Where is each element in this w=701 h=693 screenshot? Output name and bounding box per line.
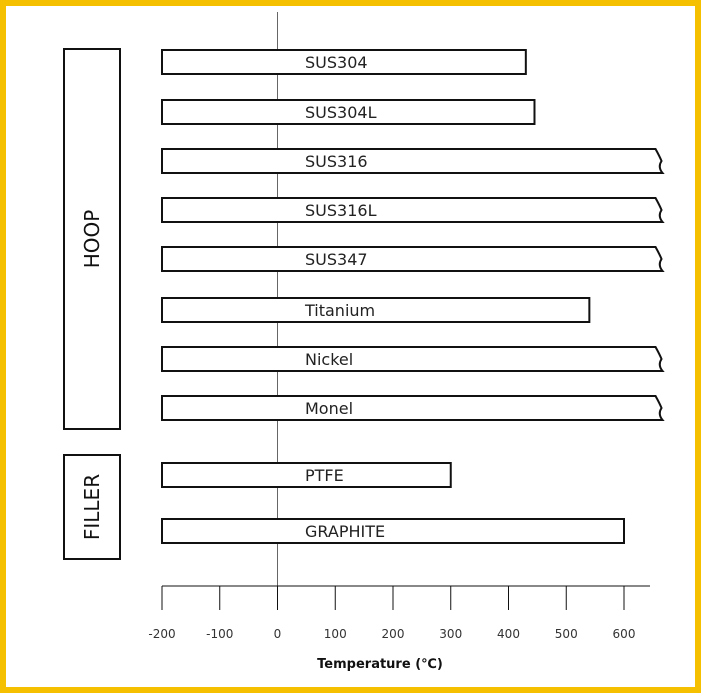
bar-label-sus316: SUS316 [305, 152, 368, 171]
bar-label-sus304: SUS304 [305, 53, 368, 72]
bar-label-titanium: Titanium [304, 301, 375, 320]
x-tick-label: 600 [613, 627, 636, 641]
group-box-hoop [63, 48, 121, 430]
group-boxes: HOOP FILLER [63, 48, 121, 560]
group-label-filler: FILLER [80, 474, 104, 540]
bar-sus304 [161, 49, 527, 75]
bar-graphite [161, 518, 625, 544]
bar-label-monel: Monel [305, 399, 353, 418]
bar-sus316l [161, 197, 665, 223]
bar-label-ptfe: PTFE [305, 466, 344, 485]
bars: SUS304 SUS304L SUS316 SUS316L SUS347 Titanium… [161, 49, 665, 544]
bar-label-graphite: GRAPHITE [305, 522, 385, 541]
x-tick-label: 500 [555, 627, 578, 641]
group-label-hoop: HOOP [80, 210, 104, 269]
bar-ptfe [161, 462, 452, 488]
bar-label-sus316l: SUS316L [305, 201, 377, 220]
bar-label-sus304l: SUS304L [305, 103, 377, 122]
x-ticks: -200 -100 0 100 200 300 400 500 600 [148, 586, 635, 641]
bar-titanium [161, 297, 591, 323]
bar-monel [161, 395, 665, 421]
bar-label-sus347: SUS347 [305, 250, 368, 269]
bar-sus316 [161, 148, 665, 174]
x-tick-label: 200 [382, 627, 405, 641]
group-box-filler [63, 454, 121, 560]
bar-sus304l [161, 99, 536, 125]
x-tick-label: 100 [324, 627, 347, 641]
x-tick-label: -200 [148, 627, 175, 641]
x-tick-label: 400 [497, 627, 520, 641]
x-tick-label: 0 [274, 627, 282, 641]
x-tick-label: 300 [439, 627, 462, 641]
bar-nickel [161, 346, 665, 372]
x-axis-label: Temperature (℃) [317, 657, 443, 672]
x-tick-label: -100 [206, 627, 233, 641]
bar-sus347 [161, 246, 665, 272]
bar-label-nickel: Nickel [305, 350, 353, 369]
